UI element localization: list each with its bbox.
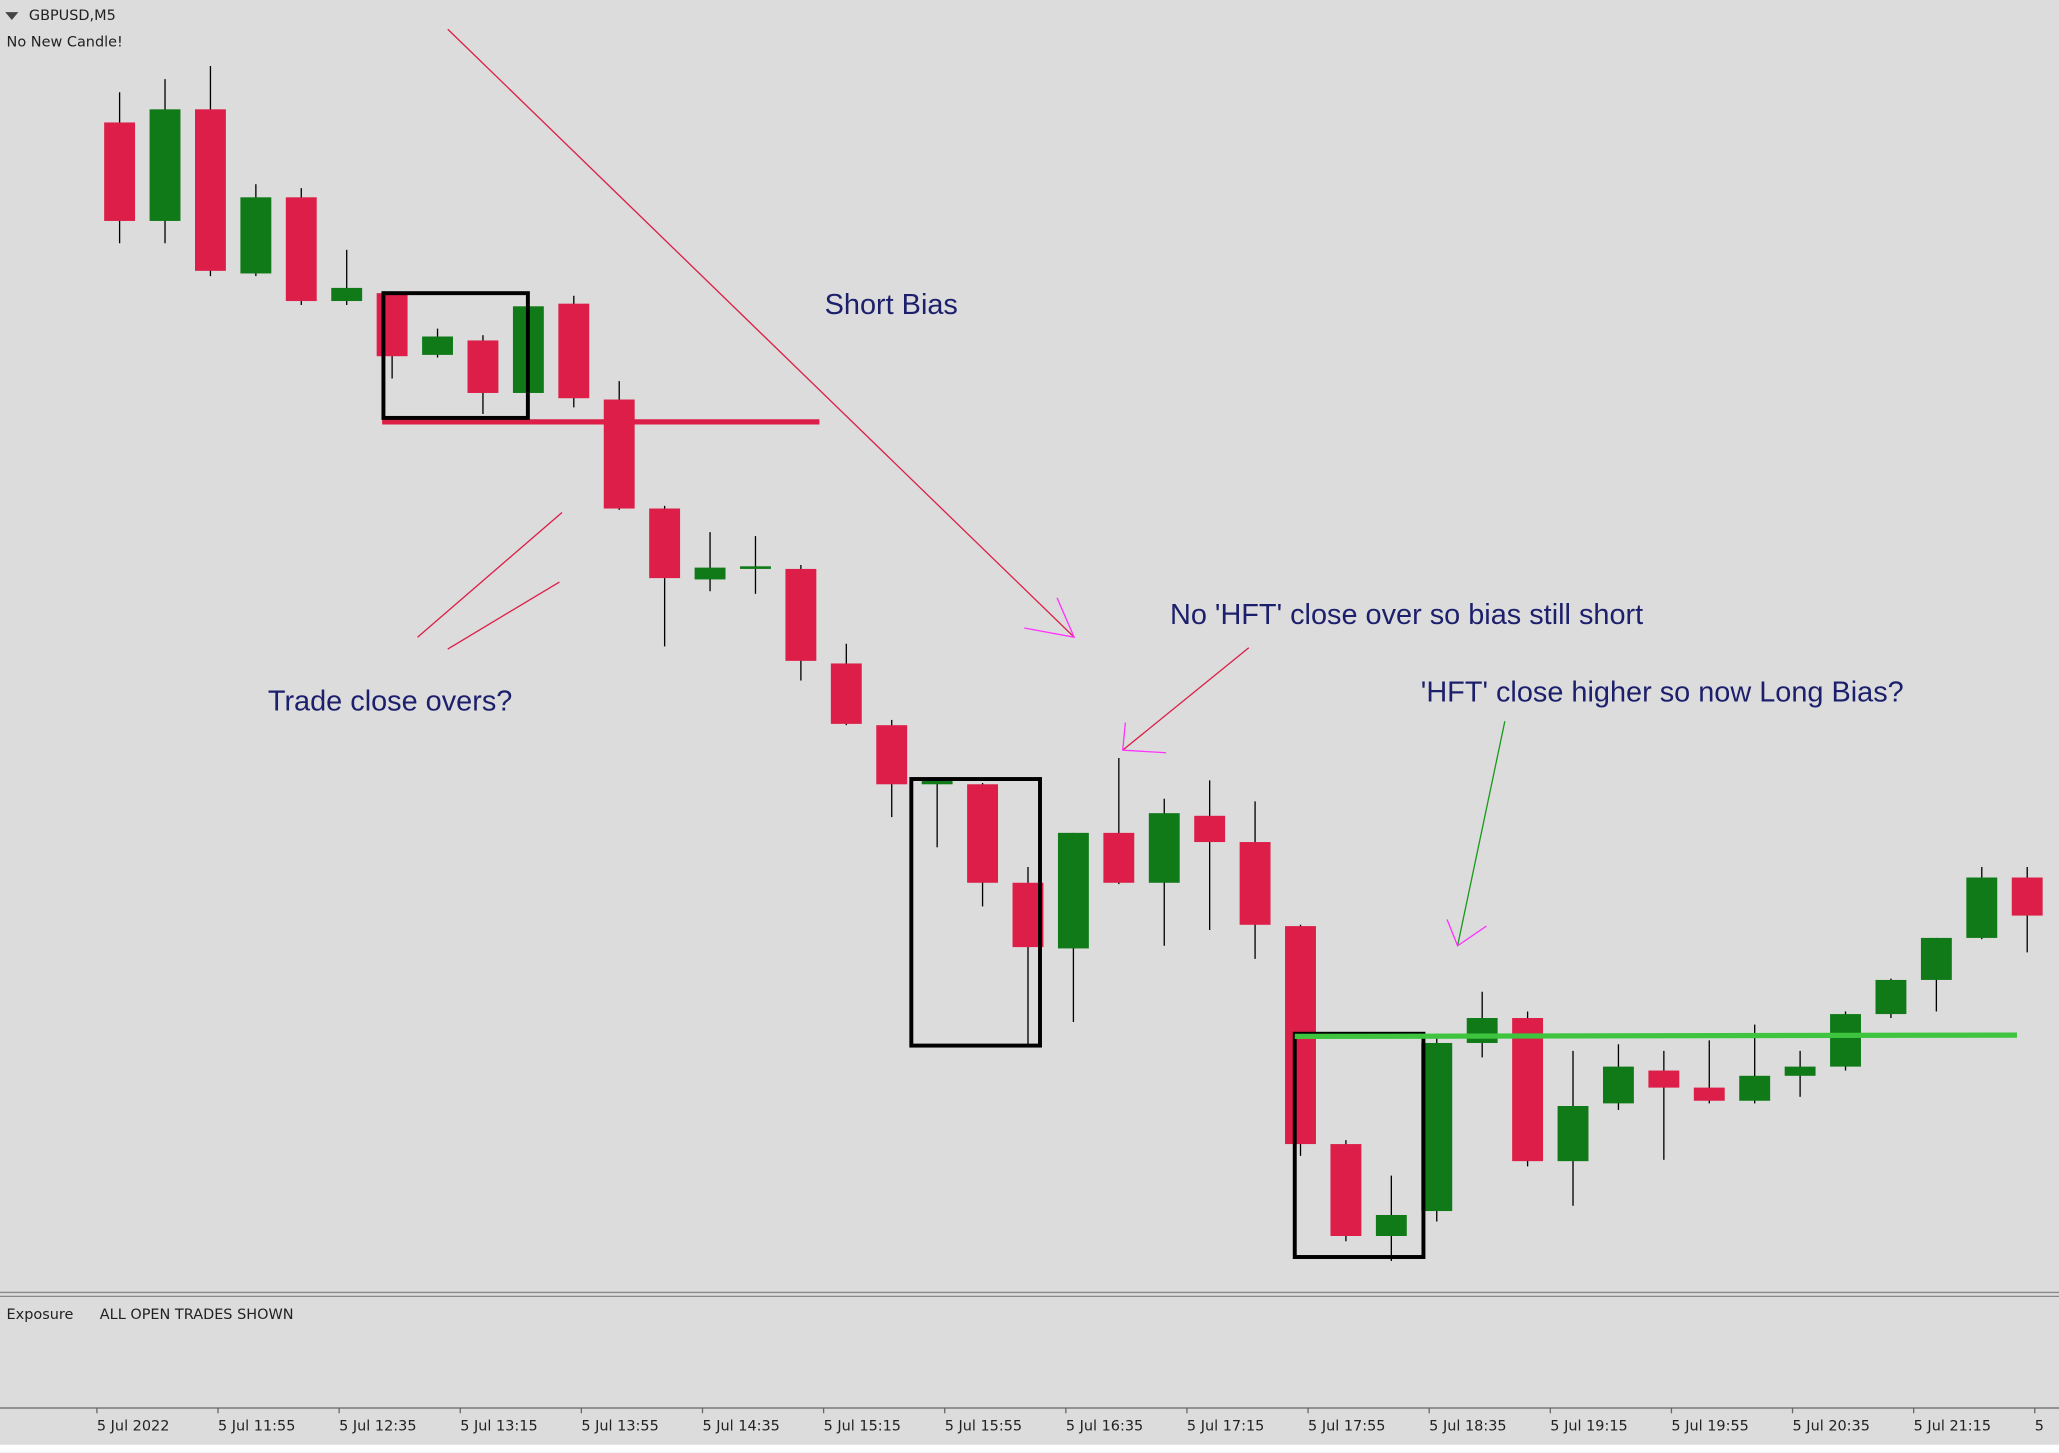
time-axis: 5 Jul 2022 5 Jul 11:55 5 Jul 12:35 5 Jul 13… — [96, 1408, 2044, 1434]
candle-body — [104, 122, 136, 221]
x-tick-label: 5 Jul 13:15 — [460, 1418, 537, 1434]
candle-body — [1466, 1018, 1498, 1043]
x-tick-label: 5 Jul 16:35 — [1066, 1418, 1143, 1434]
candle-body — [649, 508, 681, 579]
symbol-title: GBPUSD,M5 — [29, 8, 116, 24]
candle-body — [1239, 842, 1271, 925]
candle-body — [240, 197, 272, 274]
candle-body — [876, 725, 908, 785]
candle-body — [1421, 1042, 1453, 1212]
indicator-name: Exposure — [7, 1307, 74, 1323]
candle-body — [467, 340, 499, 393]
bottom-strip — [0, 1444, 2059, 1453]
candle-body — [149, 109, 181, 221]
pointer-line — [1456, 721, 1506, 946]
annotation: 'HFT' close higher so now Long Bias? — [1421, 676, 1904, 708]
annotation: Short Bias — [825, 289, 958, 321]
candle-body — [785, 568, 817, 661]
candle-body — [1557, 1105, 1589, 1162]
x-tick-label: 5 Jul 14:35 — [702, 1418, 779, 1434]
indicator-caption: ALL OPEN TRADES SHOWN — [100, 1307, 294, 1323]
candle-body — [921, 780, 953, 785]
x-tick-label: 5 Jul 15:55 — [945, 1418, 1022, 1434]
status-text: No New Candle! — [7, 34, 123, 50]
x-tick-label: 5 — [2035, 1418, 2044, 1434]
x-tick-label: 5 Jul 18:35 — [1429, 1418, 1506, 1434]
candle-body — [1739, 1075, 1771, 1101]
pointer-line — [1122, 647, 1250, 751]
candle-body — [558, 303, 590, 399]
candle-body — [1830, 1014, 1861, 1067]
x-tick-label: 5 Jul 19:15 — [1550, 1418, 1627, 1434]
candle-body — [1375, 1214, 1407, 1236]
candle-body — [1057, 832, 1089, 949]
candle-body — [422, 336, 453, 355]
highlight-box — [909, 777, 1042, 1048]
symbol-menu-icon[interactable] — [5, 12, 19, 21]
candle-body — [603, 399, 635, 509]
candle-body — [1602, 1066, 1634, 1104]
x-tick-label: 5 Jul 2022 — [97, 1418, 170, 1434]
candle-body — [1693, 1087, 1725, 1101]
x-tick-label: 5 Jul 11:55 — [218, 1418, 295, 1434]
annotation: No 'HFT' close over so bias still short — [1170, 599, 1643, 631]
highlight-box — [381, 291, 530, 420]
candle-body — [1966, 877, 1998, 938]
arrow-head — [1122, 722, 1167, 754]
trend-line — [447, 28, 1075, 638]
candle-body — [1784, 1066, 1816, 1076]
x-tick-label: 5 Jul 20:35 — [1793, 1418, 1870, 1434]
candle-body — [740, 566, 771, 569]
candle-body — [2011, 877, 2043, 916]
candle-body — [285, 197, 317, 302]
x-tick-label: 5 Jul 15:15 — [824, 1418, 901, 1434]
level-line — [1294, 1032, 2017, 1040]
candle-body — [694, 567, 726, 580]
x-tick-label: 5 Jul 19:55 — [1671, 1418, 1748, 1434]
pointer-line — [417, 511, 563, 638]
candle-body — [830, 663, 862, 724]
pointer-line — [447, 581, 560, 650]
candle-body — [1512, 1018, 1544, 1162]
candle-body — [194, 109, 226, 271]
x-tick-label: 5 Jul 17:55 — [1308, 1418, 1385, 1434]
candle-body — [331, 287, 363, 302]
x-tick-label: 5 Jul 21:15 — [1914, 1418, 1991, 1434]
arrow-head — [1024, 597, 1076, 639]
annotation: Trade close overs? — [268, 685, 512, 717]
candle-body — [1194, 815, 1226, 843]
candle-body — [1330, 1144, 1362, 1236]
x-tick-label: 5 Jul 17:15 — [1187, 1418, 1264, 1434]
candle-body — [1920, 937, 1952, 980]
x-tick-label: 5 Jul 12:35 — [339, 1418, 416, 1434]
candle-body — [1875, 979, 1907, 1015]
arrow-head — [1446, 919, 1487, 947]
x-tick-label: 5 Jul 13:55 — [581, 1418, 658, 1434]
candle-body — [1648, 1070, 1680, 1088]
candle-body — [1148, 813, 1180, 883]
drawings — [381, 28, 2017, 1259]
candle-body — [376, 293, 408, 357]
candle-body — [1103, 832, 1135, 883]
candle-body — [967, 784, 999, 883]
